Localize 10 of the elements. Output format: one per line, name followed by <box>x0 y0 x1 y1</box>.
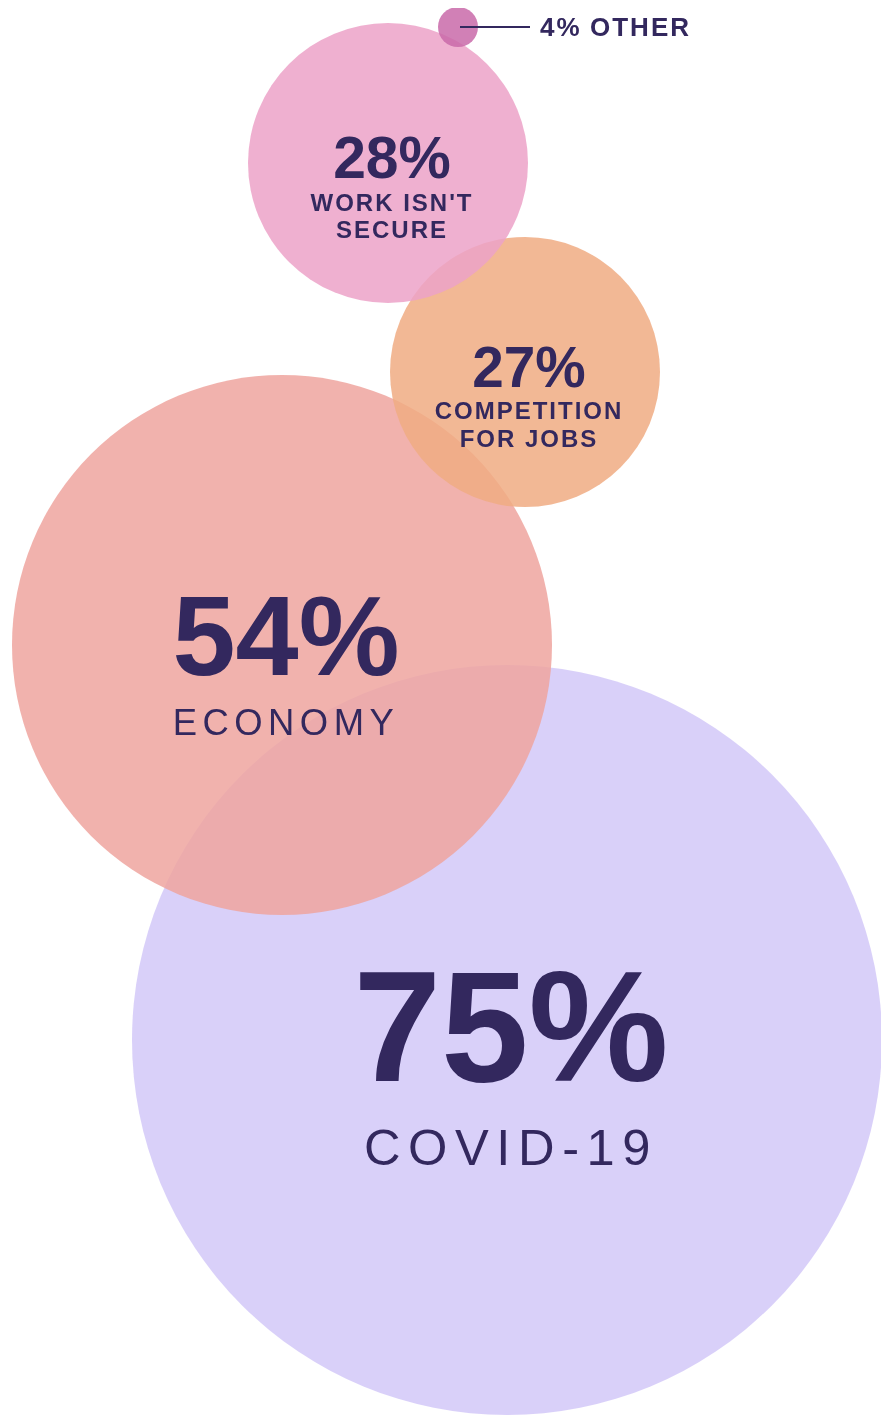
category-label: OTHER <box>590 12 691 42</box>
category-label: WORK ISN'T SECURE <box>310 188 474 244</box>
data-label: 27% <box>472 335 586 399</box>
category-label: COMPETITION FOR JOBS <box>434 397 624 452</box>
category-label: COVID-19 <box>363 1118 659 1176</box>
data-label: 4% <box>540 12 582 42</box>
data-label: 75% <box>353 938 669 1115</box>
data-label: 28% <box>333 125 451 191</box>
data-label: 54% <box>172 571 400 699</box>
category-label: ECONOMY <box>172 701 400 743</box>
